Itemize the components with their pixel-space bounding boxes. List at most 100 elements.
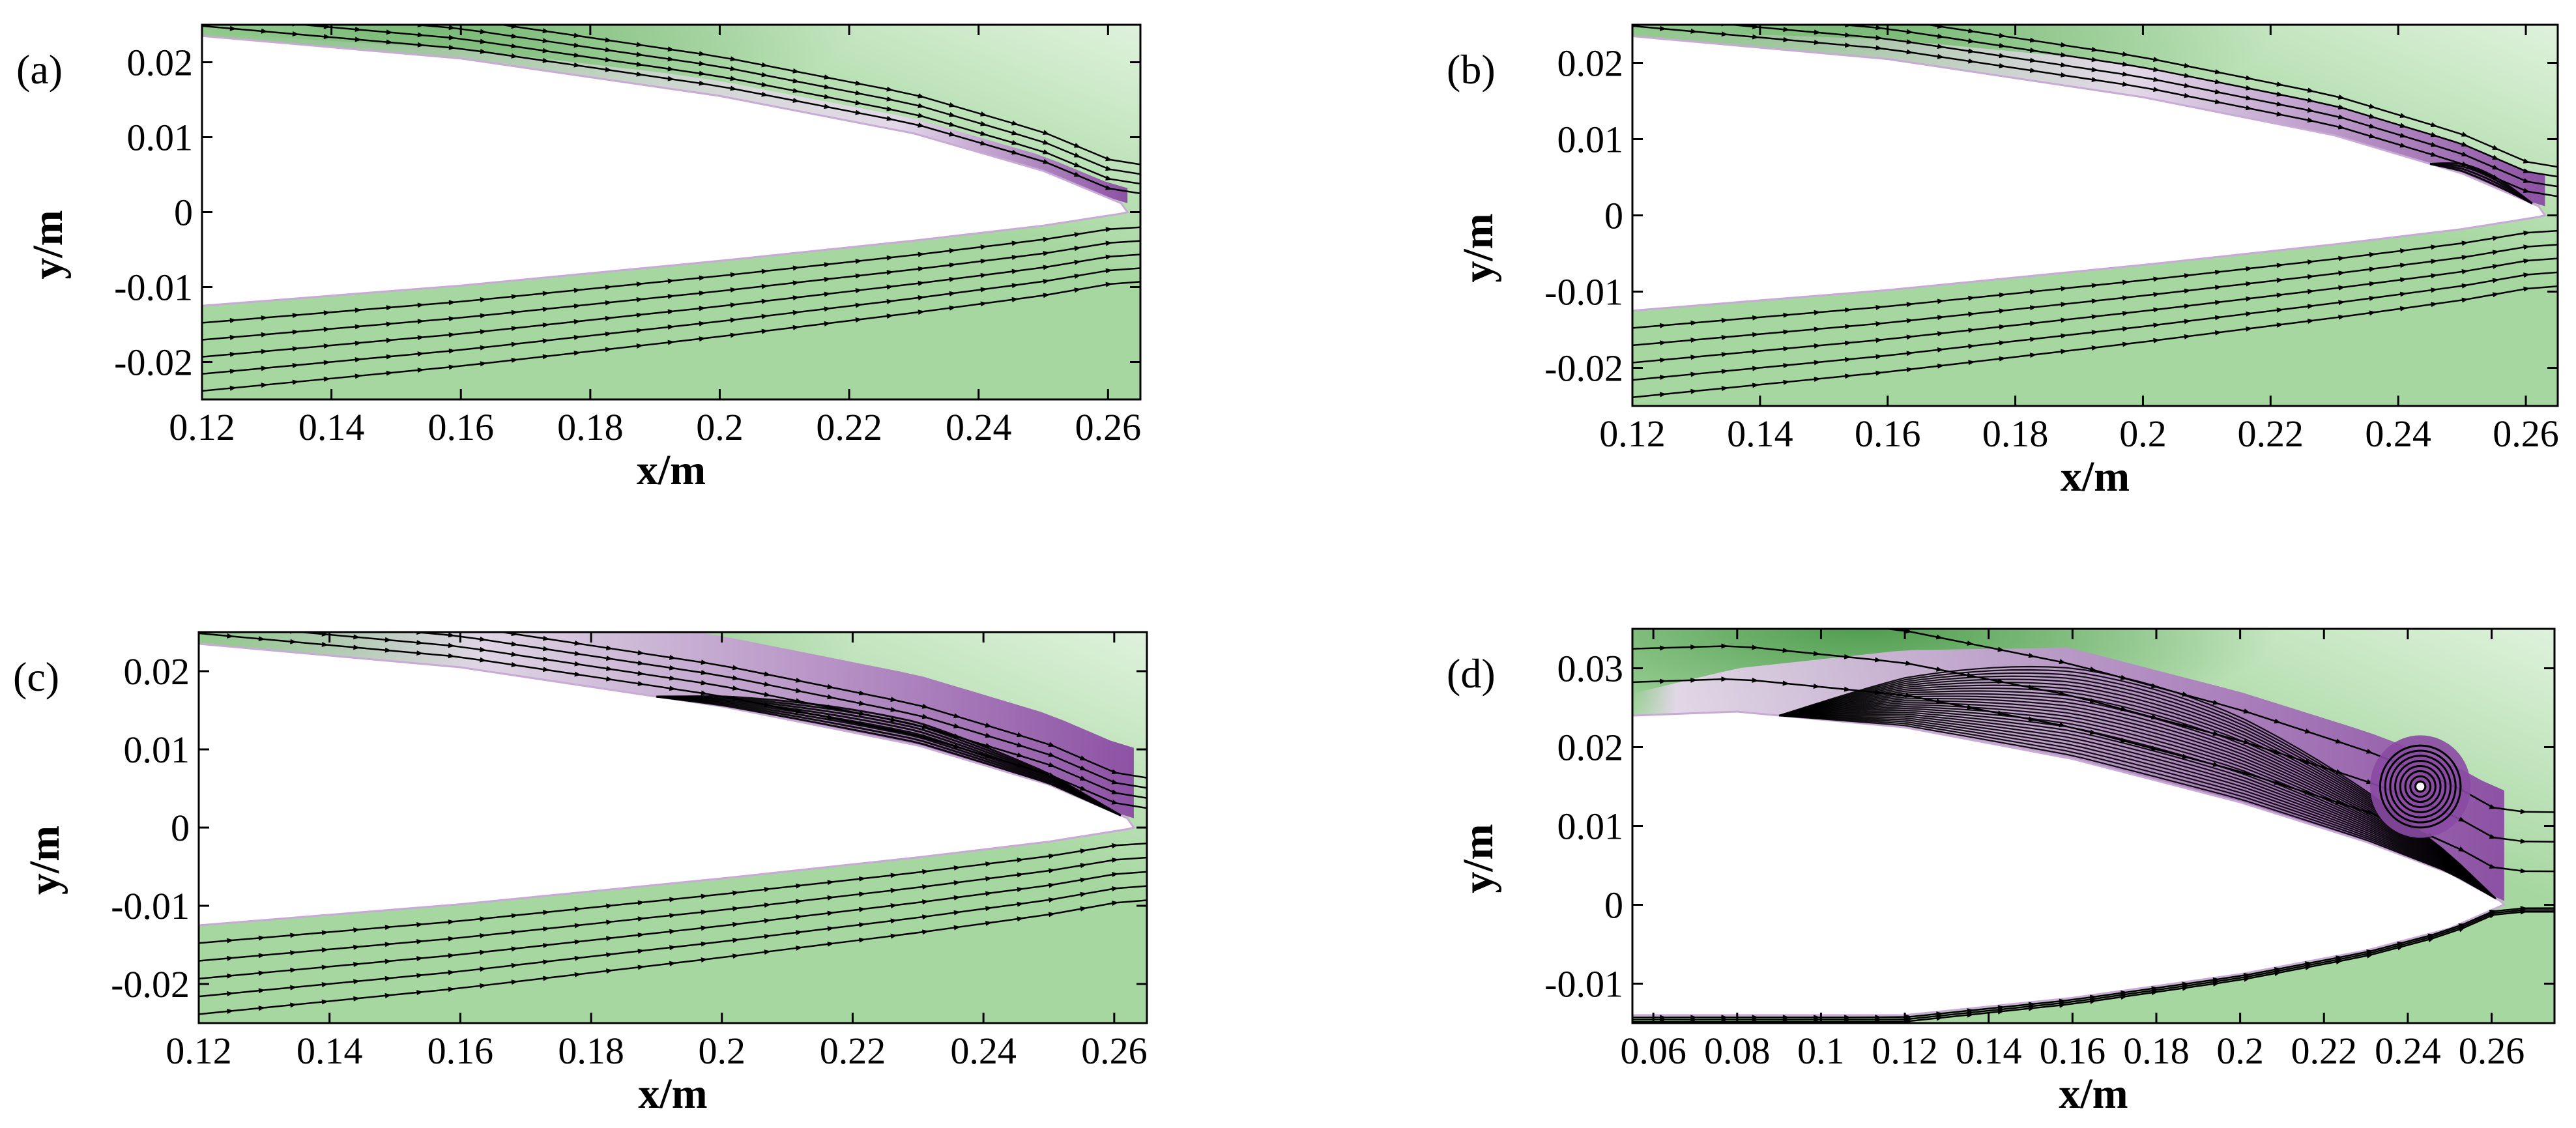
recirculation-line: [2429, 163, 2533, 205]
x-tick-label: 0.06: [1620, 1030, 1686, 1072]
streamline: [202, 281, 1140, 392]
y-tick-label: 0.02: [1557, 42, 1624, 85]
y-tick-label: 0.01: [124, 729, 190, 771]
recirculation-line: [1778, 702, 2496, 899]
x-tick-label: 0.16: [2040, 1030, 2106, 1072]
vortex-ring: [2379, 744, 2462, 829]
x-tick-label: 0.16: [427, 406, 494, 448]
y-tick-label: 0: [1604, 884, 1623, 927]
plot-area: [199, 632, 1147, 1023]
x-tick-label: 0.12: [166, 1030, 232, 1072]
y-tick-label: -0.02: [114, 341, 193, 384]
recirculation-line: [2429, 163, 2533, 205]
recirculation-line: [656, 695, 1122, 817]
recirculation-line: [1779, 715, 2496, 899]
recirculation-line: [1778, 700, 2496, 899]
x-tick-label: 0.18: [558, 1030, 624, 1072]
x-tick-label: 0.26: [2459, 1030, 2525, 1072]
y-tick-label: 0.01: [127, 117, 194, 159]
x-tick-label: 0.2: [699, 1030, 746, 1072]
recirculation-line: [1778, 693, 2496, 899]
y-tick-label: 0.02: [127, 42, 194, 84]
vortex-ring: [2404, 770, 2437, 803]
y-tick-label: -0.02: [1544, 347, 1623, 390]
streamline: [1659, 25, 2558, 168]
y-tick-label: 0: [171, 807, 190, 849]
recirculation-line: [1779, 715, 2496, 899]
streamline: [229, 25, 1140, 166]
panel-b: 0.12 0.14 0.16 0.18 0.2 0.22 0.24 0.26 0.02 0.01 0…: [1447, 23, 2559, 500]
x-tick-label: 0.18: [1982, 412, 2049, 455]
x-axis-label: x/m: [638, 1070, 707, 1118]
y-axis-label: y/m: [1454, 824, 1502, 893]
panel-c: 0.12 0.14 0.16 0.18 0.2 0.22 0.24 0.26 0.02 0.01 0…: [13, 631, 1148, 1118]
y-tick-label: 0: [1604, 195, 1623, 237]
y-axis-label: y/m: [21, 826, 68, 895]
y-tick-label: -0.01: [1544, 271, 1623, 313]
x-tick-label: 0.16: [1855, 412, 1921, 455]
y-tick-label: 0.01: [1557, 119, 1624, 161]
recirculation-line: [1779, 709, 2496, 899]
recirculation-line: [1779, 704, 2496, 899]
x-tick-label: 0.24: [2365, 412, 2431, 455]
x-tick-label: 0.16: [427, 1030, 494, 1072]
recirculation-line: [1778, 695, 2496, 899]
streamline: [227, 632, 1147, 779]
plot-area: [1632, 629, 2554, 1023]
panel-letter: (a): [16, 46, 63, 93]
x-tick-label: 0.14: [1727, 412, 1793, 455]
x-tick-label: 0.24: [2375, 1030, 2441, 1072]
recirculation-line: [656, 695, 1122, 817]
vortex-core: [2416, 783, 2425, 790]
panel-a: 0.12 0.14 0.16 0.18 0.2 0.22 0.24 0.26 0.02 0.01 0…: [16, 23, 1142, 494]
x-tick-label: 0.26: [1075, 406, 1142, 448]
panel-letter: (b): [1447, 46, 1496, 93]
x-tick-label: 0.12: [1599, 412, 1666, 455]
x-axis-label: x/m: [637, 446, 706, 494]
streamline: [1632, 909, 2554, 1023]
vortex-ring: [2394, 760, 2447, 813]
x-tick-label: 0.18: [557, 406, 624, 448]
x-tick-label: 0.22: [816, 406, 882, 448]
x-tick-label: 0.26: [1081, 1030, 1148, 1072]
x-tick-label: 0.12: [169, 406, 235, 448]
panel-letter: (c): [13, 654, 59, 700]
x-tick-label: 0.2: [696, 406, 744, 448]
recirculation-line: [656, 695, 1122, 817]
recirculation-line: [1778, 697, 2496, 899]
recirculation-line: [656, 695, 1122, 817]
streamline: [199, 899, 1147, 1015]
recirculation-line: [2430, 163, 2533, 205]
recirculation-line: [1779, 715, 2496, 899]
x-tick-label: 0.2: [2216, 1030, 2264, 1072]
vortex-ring: [2384, 749, 2457, 824]
y-tick-label: 0: [174, 192, 193, 234]
x-tick-label: 0.18: [2123, 1030, 2190, 1072]
streamline: [1632, 285, 2558, 398]
recirculation-line: [1779, 715, 2496, 899]
recirculation-line: [656, 695, 1122, 817]
panel-d: 0.06 0.08 0.1 0.12 0.14 0.16 0.18 0.2 0.22 0.24 0.…: [1447, 628, 2556, 1118]
y-tick-label: 0.01: [1557, 805, 1624, 848]
x-tick-label: 0.2: [2119, 412, 2167, 455]
vortex-ring: [2414, 780, 2427, 793]
x-tick-label: 0.24: [950, 1030, 1017, 1072]
recirculation-line: [1779, 706, 2496, 899]
recirculation-line: [1779, 715, 2496, 899]
vortex-ring: [2389, 755, 2452, 818]
y-tick-label: 0.02: [124, 650, 190, 693]
y-tick-label: 0.02: [1557, 727, 1624, 769]
x-tick-label: 0.1: [1797, 1030, 1845, 1072]
x-tick-label: 0.26: [2493, 412, 2559, 455]
x-tick-label: 0.08: [1704, 1030, 1771, 1072]
x-tick-label: 0.22: [2238, 412, 2304, 455]
x-tick-label: 0.12: [1872, 1030, 1938, 1072]
recirculation-line: [1779, 711, 2496, 899]
vortex-ring: [2399, 765, 2442, 808]
recirculation-line: [1779, 707, 2496, 899]
panel-letter: (d): [1447, 650, 1496, 697]
recirculation-line: [656, 695, 1122, 817]
recirculation-line: [1778, 690, 2496, 899]
y-tick-label: -0.01: [111, 885, 190, 927]
